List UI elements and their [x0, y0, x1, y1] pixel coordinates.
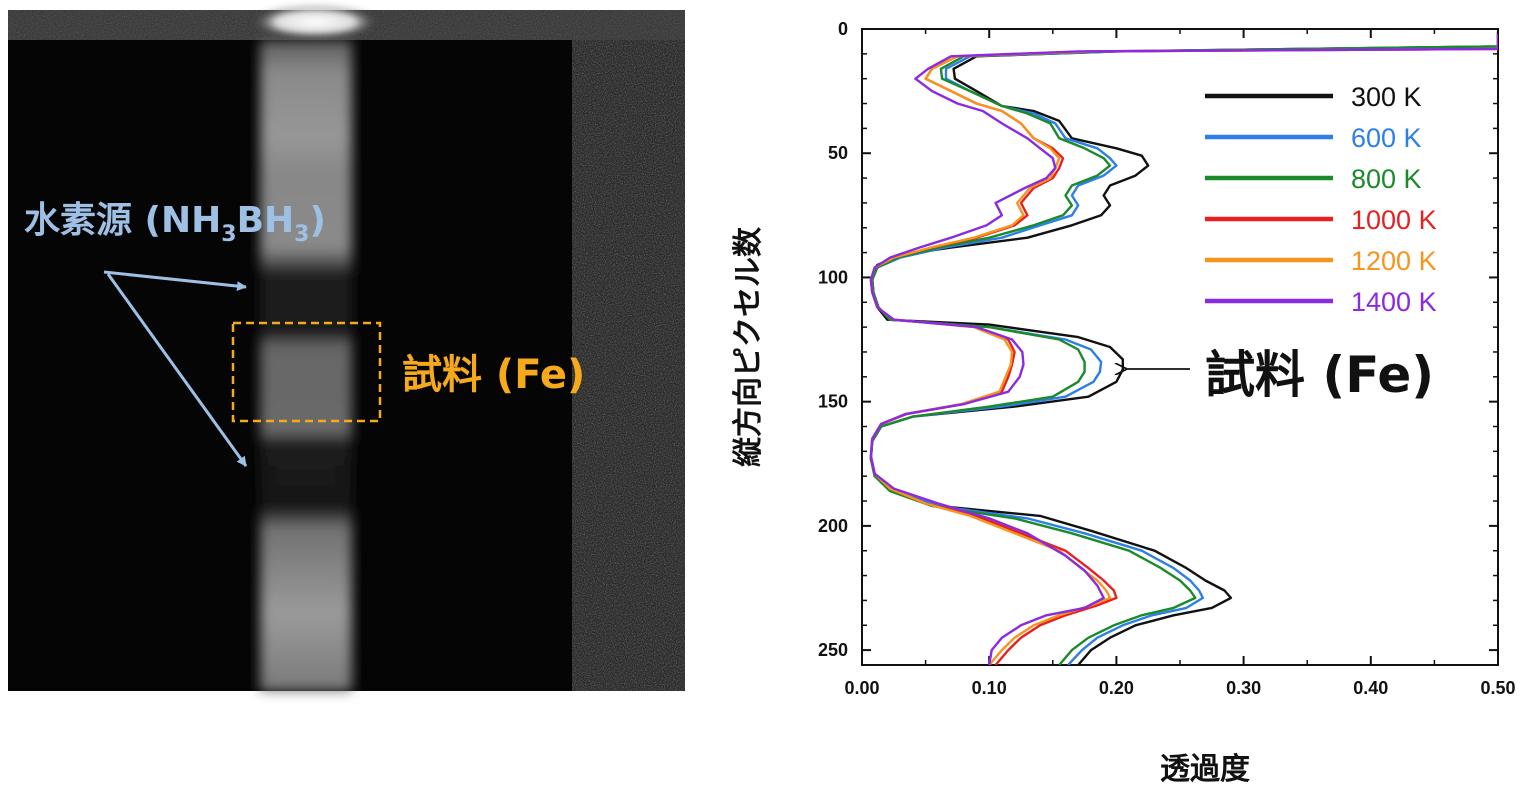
- y-ticks: 0 50 100 150 200 250: [818, 19, 1498, 660]
- y-axis-title: 縦方向ピクセル数: [731, 226, 766, 467]
- y-tick-label: 50: [828, 143, 848, 163]
- legend-label: 800 K: [1351, 164, 1422, 194]
- radiograph-image: 水素源 (NH3BH3) 試料 (Fe): [8, 4, 685, 691]
- legend: 300 K 600 K 800 K 1000 K 1200 K 1400 K: [1205, 82, 1437, 317]
- hydrogen-source-close: ): [309, 200, 325, 241]
- x-tick-label: 0.40: [1353, 678, 1388, 698]
- x-axis-title: 透過度: [1160, 752, 1250, 787]
- x-tick-label: 0.30: [1226, 678, 1261, 698]
- hydrogen-source-mid: BH: [237, 200, 295, 241]
- sample-annotation-label: 試料 (Fe): [1205, 346, 1434, 404]
- hydrogen-source-sub1: 3: [221, 222, 236, 247]
- radiograph-noise: [572, 10, 685, 691]
- x-tick-label: 0.50: [1480, 678, 1515, 698]
- hydrogen-arrow-lower: [106, 273, 248, 467]
- legend-label: 600 K: [1351, 123, 1422, 153]
- radiograph-sample-column: [260, 40, 352, 691]
- y-tick-label: 200: [818, 516, 848, 536]
- series-line-1400-K: [869, 34, 1498, 665]
- legend-label: 1400 K: [1351, 287, 1437, 317]
- x-ticks: 0.00 0.10 0.20 0.30 0.40 0.50: [844, 29, 1516, 698]
- x-tick-label: 0.20: [1099, 678, 1134, 698]
- legend-label: 300 K: [1351, 82, 1422, 112]
- series-layer: [869, 31, 1498, 665]
- profile-chart: 0 50 100 150 200 250 0.00 0.10 0.20 0.30 0.40 0.50…: [731, 19, 1516, 787]
- hydrogen-arrow-upper: [103, 270, 247, 292]
- sample-region-box: [231, 321, 382, 423]
- y-tick-label: 250: [818, 640, 848, 660]
- y-tick-label: 150: [818, 392, 848, 412]
- legend-label: 1200 K: [1351, 246, 1437, 276]
- x-tick-label: 0.00: [844, 678, 879, 698]
- hydrogen-source-sub2: 3: [294, 222, 309, 247]
- legend-label: 1000 K: [1351, 205, 1437, 235]
- series-line-800-K: [869, 34, 1498, 665]
- series-line-300-K: [869, 31, 1498, 665]
- x-tick-label: 0.10: [972, 678, 1007, 698]
- y-tick-label: 0: [838, 19, 848, 39]
- y-tick-label: 100: [818, 267, 848, 287]
- hydrogen-source-label-main: 水素源 (NH: [24, 200, 221, 241]
- sample-label-image: 試料 (Fe): [402, 352, 585, 398]
- hydrogen-source-label: 水素源 (NH3BH3): [24, 200, 326, 247]
- radiograph-hot-spot: [250, 4, 380, 40]
